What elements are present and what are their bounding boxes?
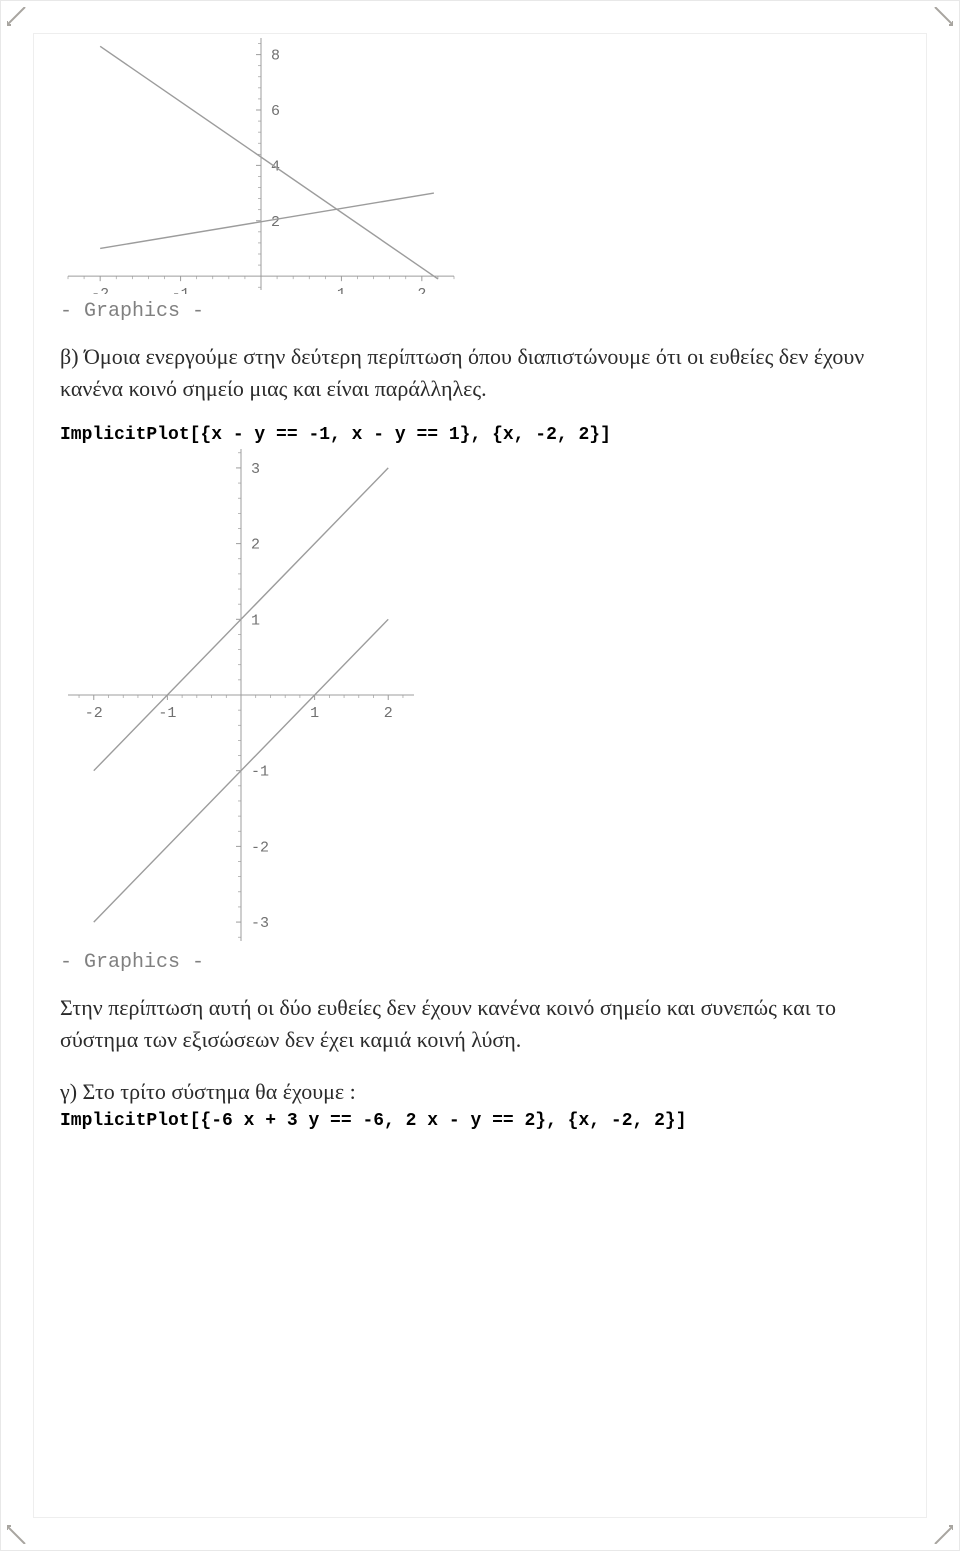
svg-text:2: 2 [271, 214, 280, 231]
svg-text:1: 1 [310, 705, 319, 722]
svg-text:2: 2 [417, 286, 426, 294]
svg-text:-1: -1 [251, 763, 269, 780]
chart-1: -2-1122468 [56, 34, 466, 294]
svg-text:2: 2 [251, 536, 260, 553]
svg-text:1: 1 [251, 612, 260, 629]
svg-text:3: 3 [251, 461, 260, 478]
svg-text:8: 8 [271, 48, 280, 65]
content-area: -2-1122468 - Graphics - β) Όμοια ενεργού… [33, 33, 927, 1518]
svg-text:-1: -1 [158, 705, 176, 722]
graphics-label-2: - Graphics - [60, 951, 904, 974]
corner-tl [7, 7, 27, 27]
svg-text:-3: -3 [251, 915, 269, 932]
paragraph-beta: β) Όμοια ενεργούμε στην δεύτερη περίπτωσ… [60, 341, 880, 405]
corner-tr [933, 7, 953, 27]
svg-text:1: 1 [337, 286, 346, 294]
svg-text:2: 2 [384, 705, 393, 722]
svg-text:-1: -1 [172, 286, 190, 294]
page-frame: -2-1122468 - Graphics - β) Όμοια ενεργού… [0, 0, 960, 1551]
svg-text:-2: -2 [91, 286, 109, 294]
corner-br [933, 1524, 953, 1544]
code-line-1: ImplicitPlot[{x - y == -1, x - y == 1}, … [60, 425, 904, 445]
chart-2: -2 -1 1 2 -3 -2 -1 1 2 3 [56, 445, 426, 945]
corner-bl [7, 1524, 27, 1544]
paragraph-gamma: γ) Στο τρίτο σύστημα θα έχουμε : [60, 1076, 880, 1108]
paragraph-result: Στην περίπτωση αυτή οι δύο ευθείες δεν έ… [60, 992, 880, 1056]
svg-text:-2: -2 [85, 705, 103, 722]
graphics-label-1: - Graphics - [60, 300, 904, 323]
svg-text:6: 6 [271, 103, 280, 120]
code-line-2: ImplicitPlot[{-6 x + 3 y == -6, 2 x - y … [60, 1111, 904, 1131]
svg-text:-2: -2 [251, 839, 269, 856]
